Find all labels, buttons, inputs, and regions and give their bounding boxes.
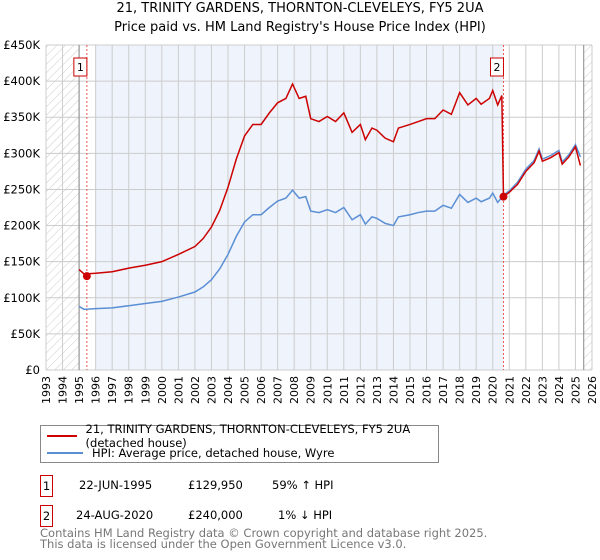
sale-point	[499, 192, 508, 201]
x-tick-label: 2024	[553, 376, 566, 404]
transaction-price: £240,000	[188, 508, 243, 522]
transaction-badge: 1	[40, 475, 53, 497]
hatched-region-after	[583, 45, 592, 370]
x-tick-label: 2002	[189, 376, 202, 404]
chart-subtitle: Price paid vs. HM Land Registry's House …	[114, 20, 486, 35]
x-tick-label: 2021	[503, 376, 516, 404]
x-tick-label: 1994	[57, 376, 70, 404]
chart-title: 21, TRINITY GARDENS, THORNTON-CLEVELEYS,…	[116, 1, 484, 16]
sale-point	[82, 272, 91, 281]
x-tick-label: 2012	[354, 376, 367, 404]
x-tick-label: 1996	[90, 376, 103, 404]
x-tick-label: 2005	[239, 376, 252, 404]
x-tick-label: 2009	[305, 376, 318, 404]
x-tick-label: 2017	[437, 376, 450, 404]
y-tick-label: £150K	[3, 255, 40, 269]
annotation-box	[73, 57, 88, 77]
legend: 21, TRINITY GARDENS, THORNTON-CLEVELEYS,…	[40, 422, 439, 463]
transaction-hpi: 1% ↓ HPI	[278, 508, 333, 522]
legend-swatch-red	[47, 435, 77, 437]
x-tick-label: 2004	[222, 376, 235, 404]
x-tick-label: 2019	[470, 376, 483, 404]
hpi-line	[78, 143, 582, 311]
x-tick-label: 2001	[172, 376, 185, 404]
x-tick-label: 1995	[73, 376, 86, 404]
y-tick-label: £450K	[3, 38, 40, 52]
transaction-date: 22-JUN-1995	[79, 478, 153, 492]
legend-label: HPI: Average price, detached house, Wyre	[92, 446, 335, 460]
y-tick-label: £200K	[3, 219, 40, 233]
x-tick-label: 2000	[156, 376, 169, 404]
y-tick-label: £50K	[11, 327, 41, 341]
annotation-box	[489, 57, 504, 77]
footer: Contains HM Land Registry data © Crown c…	[40, 526, 488, 551]
legend-label: 21, TRINITY GARDENS, THORNTON-CLEVELEYS,…	[85, 422, 411, 450]
legend-item-property: 21, TRINITY GARDENS, THORNTON-CLEVELEYS,…	[47, 422, 438, 450]
legend-item-hpi: HPI: Average price, detached house, Wyre	[47, 445, 334, 461]
x-tick-label: 2016	[421, 376, 434, 404]
x-tick-label: 2026	[586, 376, 599, 404]
x-tick-label: 2007	[272, 376, 285, 404]
x-tick-label: 2020	[487, 376, 500, 404]
legend-swatch-blue	[47, 452, 83, 454]
y-tick-label: £250K	[3, 182, 40, 196]
transaction-hpi: 59% ↑ HPI	[272, 478, 334, 492]
x-tick-label: 2008	[288, 376, 301, 404]
x-tick-label: 2015	[404, 376, 417, 404]
transaction-row: 2 24-AUG-2020 £240,000 1% ↓ HPI	[40, 505, 600, 527]
property-price-line	[78, 82, 582, 275]
x-tick-label: 1999	[139, 376, 152, 404]
transaction-badge: 2	[40, 505, 53, 527]
y-tick-label: £400K	[3, 74, 40, 88]
x-tick-label: 2023	[536, 376, 549, 404]
y-tick-label: £350K	[3, 110, 40, 124]
x-tick-label: 1993	[40, 376, 53, 404]
line-chart: 1993 1994 1995 1996 1997 1998 1999 2000 2001 2002…	[3, 38, 599, 404]
x-tick-label: 2011	[338, 376, 351, 404]
x-tick-label: 2003	[205, 376, 218, 404]
y-tick-label: £0	[25, 363, 40, 377]
x-tick-label: 2025	[569, 376, 582, 404]
y-tick-label: £100K	[3, 291, 40, 305]
footer-copyright: Contains HM Land Registry data © Crown c…	[40, 526, 488, 540]
x-tick-label: 1998	[123, 376, 136, 404]
transaction-row: 1 22-JUN-1995 £129,950 59% ↑ HPI	[40, 475, 600, 497]
ownership-band	[95, 45, 504, 370]
x-tick-label: 1997	[106, 376, 119, 404]
transaction-date: 24-AUG-2020	[76, 508, 154, 522]
y-tick-label: £300K	[3, 146, 40, 160]
x-tick-label: 2013	[371, 376, 384, 404]
x-tick-label: 2006	[255, 376, 268, 404]
annotation-label: 2	[493, 61, 500, 74]
x-tick-label: 2022	[520, 376, 533, 404]
x-tick-label: 2018	[454, 376, 467, 404]
annotation-label: 1	[77, 61, 84, 74]
transaction-price: £129,950	[188, 478, 243, 492]
footer-licence: This data is licensed under the Open Gov…	[40, 537, 407, 551]
x-tick-label: 2014	[387, 376, 400, 404]
x-tick-label: 2010	[321, 376, 334, 404]
